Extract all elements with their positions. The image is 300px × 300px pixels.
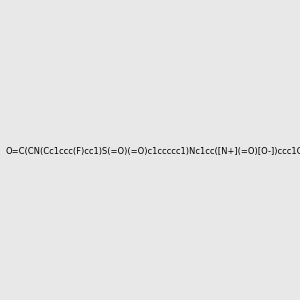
Text: O=C(CN(Cc1ccc(F)cc1)S(=O)(=O)c1ccccc1)Nc1cc([N+](=O)[O-])ccc1C: O=C(CN(Cc1ccc(F)cc1)S(=O)(=O)c1ccccc1)Nc…	[5, 147, 300, 156]
